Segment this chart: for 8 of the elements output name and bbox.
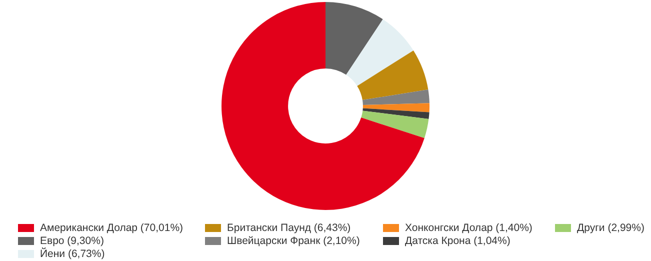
legend-label: Швейцарски Франк (2,10%) <box>227 235 360 247</box>
legend-label: Датска Крона (1,04%) <box>405 235 510 247</box>
legend-label: Други (2,99%) <box>577 222 644 234</box>
legend-label: Евро (9,30%) <box>40 235 104 247</box>
legend-label: Хонконгски Долар (1,40%) <box>405 222 532 234</box>
legend-label: Йени (6,73%) <box>40 248 105 260</box>
legend-label: Британски Паунд (6,43%) <box>227 222 351 234</box>
legend-label: Американски Долар (70,01%) <box>40 222 184 234</box>
